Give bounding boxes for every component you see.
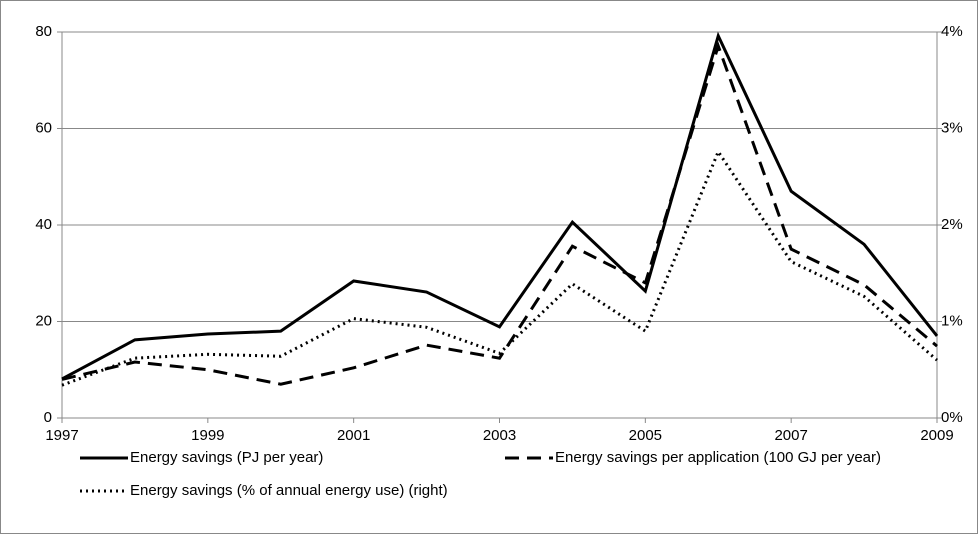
- y2-tick-label: 4%: [941, 23, 963, 40]
- x-tick-label: 1997: [45, 427, 78, 444]
- y-tick-label: 40: [35, 216, 52, 233]
- legend-label: Energy savings per application (100 GJ p…: [555, 449, 881, 466]
- series-line: [61, 31, 939, 381]
- y2-tick-label: 2%: [941, 216, 963, 233]
- legend-label: Energy savings (PJ per year): [130, 449, 323, 466]
- y-tick-label: 80: [35, 23, 52, 40]
- y2-tick-label: 3%: [941, 119, 963, 136]
- y2-tick-label: 0%: [941, 409, 963, 426]
- legend-label: Energy savings (% of annual energy use) …: [130, 482, 448, 499]
- x-tick-label: 1999: [191, 427, 224, 444]
- x-tick-label: 2003: [483, 427, 516, 444]
- y2-tick-label: 1%: [941, 312, 963, 329]
- x-tick-label: 2005: [629, 427, 662, 444]
- series-line: [61, 41, 938, 386]
- x-tick-label: 2001: [337, 427, 370, 444]
- series-line: [61, 148, 938, 387]
- x-tick-label: 2007: [774, 427, 807, 444]
- y-tick-label: 20: [35, 312, 52, 329]
- y-tick-label: 0: [44, 409, 52, 426]
- x-tick-label: 2009: [920, 427, 953, 444]
- y-tick-label: 60: [35, 119, 52, 136]
